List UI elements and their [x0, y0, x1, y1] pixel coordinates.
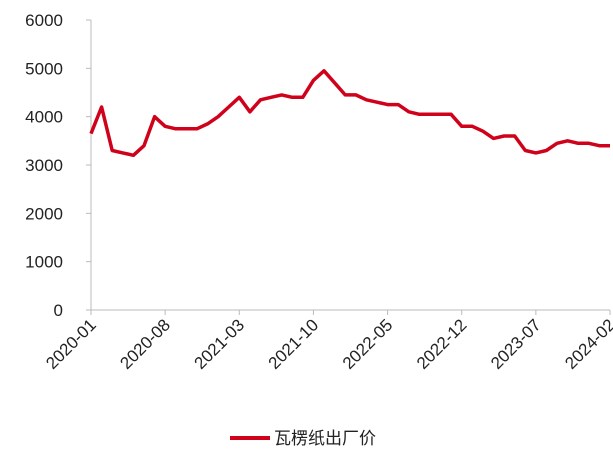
y-tick-label: 2000 — [25, 204, 63, 223]
x-tick-label: 2023-07 — [487, 315, 545, 373]
y-tick-label: 4000 — [25, 108, 63, 127]
y-tick-label: 6000 — [25, 11, 63, 30]
x-tick-label: 2021-03 — [191, 315, 249, 373]
x-tick-label: 2020-08 — [116, 315, 174, 373]
x-tick-label: 2021-10 — [265, 315, 323, 373]
x-tick-label: 2022-05 — [339, 315, 397, 373]
y-tick-label: 1000 — [25, 253, 63, 272]
legend-label: 瓦楞纸出厂价 — [274, 429, 376, 448]
y-tick-label: 5000 — [25, 59, 63, 78]
y-tick-label: 3000 — [25, 156, 63, 175]
y-tick-label: 0 — [54, 301, 63, 320]
x-tick-label: 2020-01 — [42, 315, 100, 373]
x-tick-label: 2022-12 — [413, 315, 471, 373]
line — [89, 69, 610, 158]
x-tick-label: 2024-02 — [561, 315, 613, 373]
